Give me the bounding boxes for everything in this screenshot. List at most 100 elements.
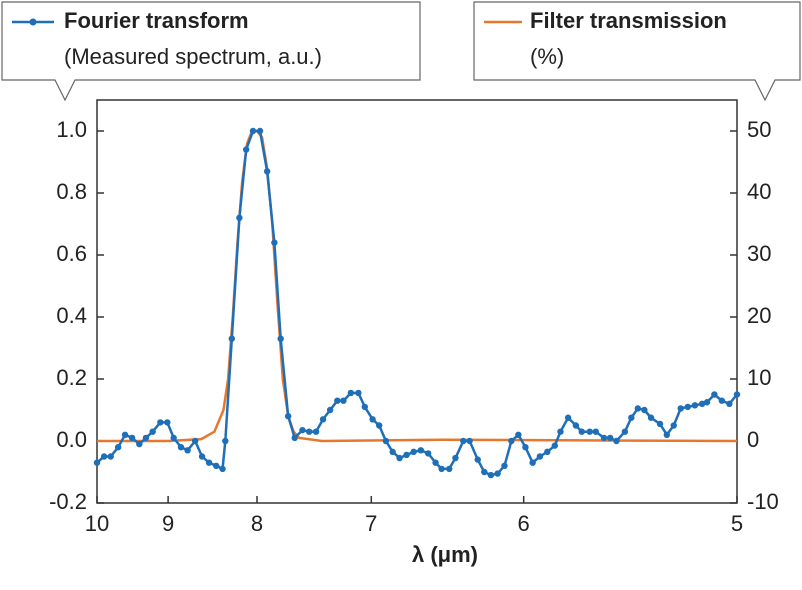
data-point: [361, 403, 369, 411]
data-point: [670, 422, 677, 429]
data-point: [242, 146, 250, 153]
data-point: [157, 419, 164, 426]
legend-note: (Measured spectrum, a.u.): [64, 44, 322, 69]
data-point: [417, 447, 425, 454]
data-point: [592, 428, 599, 435]
legend-label: Filter transmission: [530, 8, 727, 33]
data-point: [621, 428, 629, 435]
data-point: [522, 444, 529, 451]
series-line: [97, 129, 738, 443]
data-point: [396, 454, 403, 462]
data-point: [170, 434, 177, 442]
data-point: [369, 416, 376, 423]
plot-frame: [96, 99, 738, 504]
data-point: [557, 428, 564, 435]
y2-tick-label: 10: [747, 365, 771, 390]
y-tick-label: 0.4: [56, 303, 87, 328]
data-point: [205, 459, 213, 466]
data-point: [222, 437, 229, 445]
x-tick-label: 6: [518, 511, 530, 536]
x-axis-label: λ (μm): [412, 542, 478, 567]
y-tick-label: 0.8: [56, 179, 87, 204]
data-point: [487, 471, 495, 479]
data-point: [256, 127, 264, 135]
data-point: [319, 416, 327, 423]
data-point: [586, 428, 593, 435]
data-point: [334, 397, 341, 404]
data-point: [114, 444, 122, 451]
data-point: [355, 389, 362, 397]
data-point: [291, 434, 298, 442]
x-tick-label: 9: [162, 511, 174, 536]
data-point: [529, 459, 536, 466]
data-point: [312, 428, 320, 435]
data-point: [305, 428, 313, 435]
data-point: [382, 437, 390, 445]
data-point: [572, 422, 580, 429]
y2-tick-label: 50: [747, 117, 771, 142]
data-point: [600, 434, 608, 442]
data-point: [149, 428, 156, 435]
data-point: [564, 414, 572, 421]
data-point: [271, 239, 278, 246]
data-point: [641, 406, 648, 414]
y-tick-label: -0.2: [49, 489, 87, 514]
data-point: [544, 448, 551, 456]
data-point: [432, 459, 439, 466]
y-tick-label: 1.0: [56, 117, 87, 142]
data-point: [228, 335, 236, 342]
data-point: [726, 400, 733, 407]
data-point: [410, 448, 417, 456]
data-point: [403, 451, 410, 459]
data-point: [184, 447, 191, 454]
y2-tick-label: 30: [747, 241, 771, 266]
data-point: [628, 414, 635, 421]
data-point: [578, 428, 585, 435]
data-point: [277, 335, 284, 342]
data-point: [474, 456, 481, 463]
data-point: [446, 465, 453, 473]
data-point: [508, 437, 515, 445]
data-point: [663, 431, 671, 438]
data-point: [177, 444, 185, 451]
data-point: [494, 470, 501, 477]
data-point: [93, 459, 101, 466]
data-point: [481, 468, 488, 476]
legend-swatch: [29, 18, 37, 26]
data-point: [691, 402, 699, 409]
data-point: [100, 453, 108, 460]
data-point: [718, 397, 726, 404]
y2-tick-label: 0: [747, 427, 759, 452]
y-tick-label: 0.2: [56, 365, 87, 390]
y-tick-label: 0.0: [56, 427, 87, 452]
data-point: [606, 434, 614, 442]
data-point: [347, 389, 355, 397]
legend-callout: [473, 1, 801, 102]
data-point: [389, 448, 396, 456]
data-point: [128, 434, 136, 442]
data-point: [236, 214, 243, 221]
y2-tick-label: -10: [747, 489, 779, 514]
y2-tick-label: 40: [747, 179, 771, 204]
legend-label: Fourier transform: [64, 8, 249, 33]
data-point: [647, 414, 655, 421]
data-point: [340, 397, 347, 404]
data-point: [121, 431, 129, 438]
x-tick-label: 8: [251, 511, 263, 536]
y-tick-label: 0.6: [56, 241, 87, 266]
data-point: [326, 406, 334, 414]
series-line: [96, 129, 738, 477]
data-point: [164, 419, 171, 426]
legend-note: (%): [530, 44, 564, 69]
data-point: [438, 465, 445, 473]
x-tick-label: 10: [85, 511, 109, 536]
x-tick-label: 5: [731, 511, 743, 536]
data-point: [515, 431, 522, 438]
data-point: [656, 420, 664, 428]
data-point: [212, 462, 220, 469]
data-point: [711, 391, 718, 398]
data-point: [466, 437, 473, 445]
legend-callout: [1, 1, 421, 102]
data-point: [284, 413, 292, 420]
